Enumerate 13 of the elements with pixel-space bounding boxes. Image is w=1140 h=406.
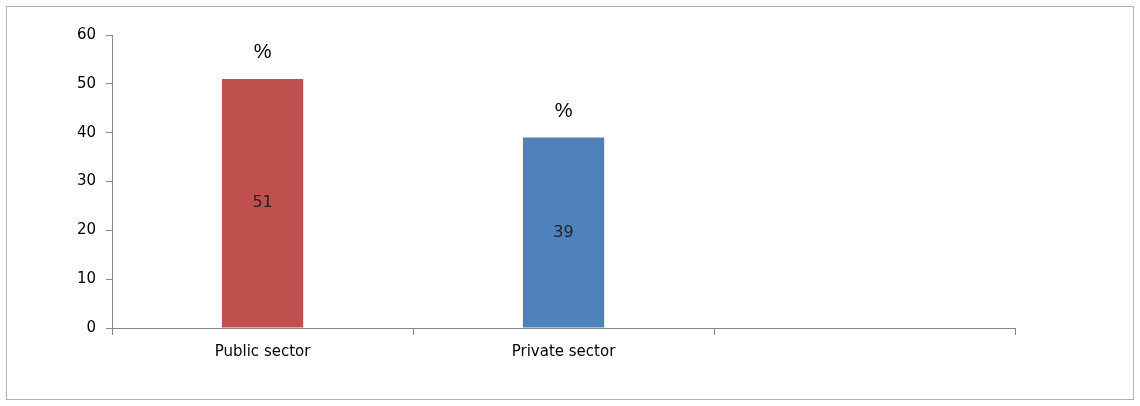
y-tick-label: 50 <box>76 73 97 92</box>
data-label: 39 <box>553 221 574 241</box>
data-label: 51 <box>252 192 273 212</box>
annotation: % <box>253 40 272 63</box>
y-tick-label: 60 <box>76 24 97 43</box>
y-tick-label: 0 <box>86 317 97 336</box>
x-tick-label: Public sector <box>214 341 312 360</box>
y-tick-label: 30 <box>76 171 97 190</box>
y-tick-label: 40 <box>76 122 97 141</box>
x-tick-label: Private sector <box>511 341 617 360</box>
y-tick-label: 10 <box>76 269 97 288</box>
y-tick-label: 20 <box>76 220 97 239</box>
annotation: % <box>554 99 573 122</box>
